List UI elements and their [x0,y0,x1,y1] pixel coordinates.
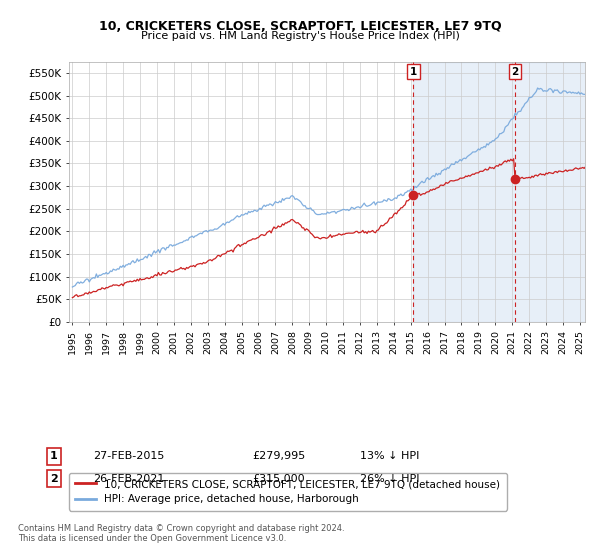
Text: 27-FEB-2015: 27-FEB-2015 [93,451,164,461]
Text: 1: 1 [410,67,417,77]
Text: 2: 2 [50,474,58,484]
Text: Contains HM Land Registry data © Crown copyright and database right 2024.
This d: Contains HM Land Registry data © Crown c… [18,524,344,543]
Text: 2: 2 [511,67,518,77]
Text: 10, CRICKETERS CLOSE, SCRAPTOFT, LEICESTER, LE7 9TQ: 10, CRICKETERS CLOSE, SCRAPTOFT, LEICEST… [98,20,502,32]
Text: £279,995: £279,995 [252,451,305,461]
Text: 13% ↓ HPI: 13% ↓ HPI [360,451,419,461]
Text: £315,000: £315,000 [252,474,305,484]
Bar [413,62,589,322]
Text: Price paid vs. HM Land Registry's House Price Index (HPI): Price paid vs. HM Land Registry's House … [140,31,460,41]
Legend: 10, CRICKETERS CLOSE, SCRAPTOFT, LEICESTER, LE7 9TQ (detached house), HPI: Avera: 10, CRICKETERS CLOSE, SCRAPTOFT, LEICEST… [69,473,506,511]
Text: 1: 1 [50,451,58,461]
Text: 26-FEB-2021: 26-FEB-2021 [93,474,164,484]
Text: 26% ↓ HPI: 26% ↓ HPI [360,474,419,484]
